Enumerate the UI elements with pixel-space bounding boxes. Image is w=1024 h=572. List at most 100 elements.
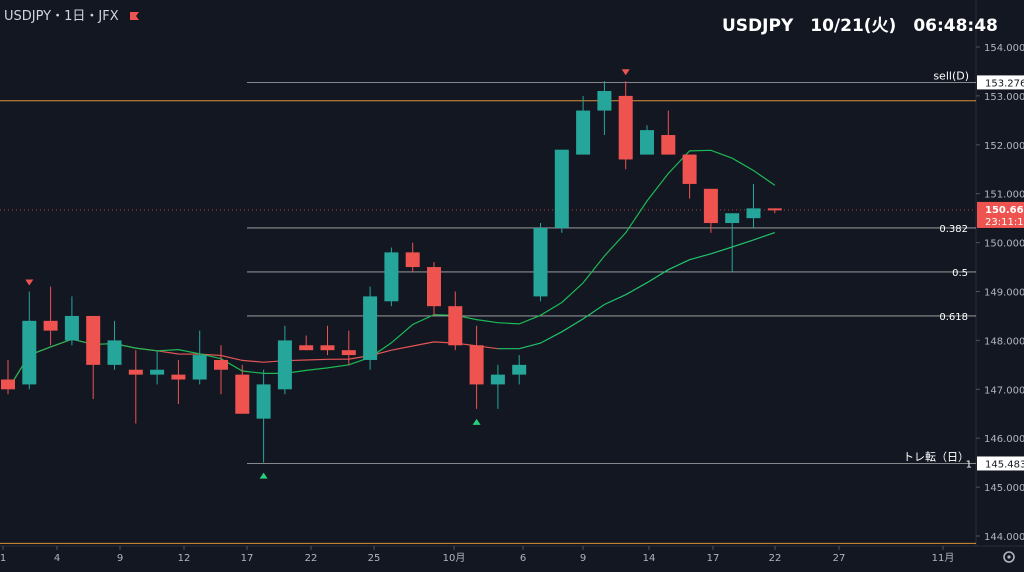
time-tick-label: 6 [520, 553, 526, 564]
candle-body [341, 350, 356, 356]
candle [512, 355, 527, 385]
gear-icon[interactable] [1003, 551, 1015, 563]
candle-body [214, 359, 228, 370]
candle-body [384, 252, 399, 302]
time-tick-label: 12 [178, 553, 191, 564]
time-tick-label: 1 [0, 553, 6, 564]
candle [363, 286, 378, 370]
level-label: トレ転（日） [903, 450, 969, 463]
candle [22, 291, 37, 390]
candle [448, 291, 463, 351]
candle-body [640, 130, 654, 155]
buy-signal-marker [259, 472, 268, 479]
time-tick-label: 9 [580, 553, 586, 564]
candle [171, 359, 186, 404]
candle-body [299, 345, 314, 351]
price-tick-label: 154.000 [984, 43, 1024, 54]
candle-body [703, 188, 718, 224]
candle [427, 262, 441, 316]
candle-body [448, 306, 463, 346]
candle-body [363, 296, 378, 360]
candle-body [277, 340, 292, 390]
time-tick-label: 9 [117, 553, 123, 564]
level-label: 0.618 [939, 312, 968, 323]
candle-body [107, 340, 122, 365]
candle-body [725, 213, 740, 224]
price-tick-label: 149.000 [984, 288, 1024, 299]
candle [107, 320, 122, 370]
level-lines-layer: sell(D) 0.382 0.5 0.618 トレ転（日）1 [0, 69, 976, 544]
candle [128, 350, 143, 424]
current-price-label: 150.668 [985, 205, 1024, 216]
candle [703, 188, 718, 233]
time-axis[interactable]: 1 4 9 12 17 22 25 10月 6 9 14 17 22 27 11月 [0, 546, 954, 564]
candle-body [682, 154, 697, 184]
level-suffix: 1 [966, 459, 972, 470]
price-axis[interactable]: 154.000 153.000 152.000 151.000 150.000 149.0… [976, 43, 1024, 543]
candle [576, 95, 591, 155]
price-tick-label: 148.000 [984, 336, 1024, 347]
ma-slow-line [497, 232, 775, 350]
signal-markers-layer [25, 69, 630, 479]
candle [490, 364, 505, 409]
time-tick-label: 27 [833, 553, 846, 564]
candle-body [576, 110, 591, 155]
level-label: 0.5 [952, 268, 968, 279]
time-tick-label: 11月 [932, 552, 955, 564]
candle-body [661, 135, 676, 155]
current-price-badge [977, 201, 1024, 228]
sell-signal-marker [621, 69, 630, 76]
time-tick-label: 17 [707, 553, 720, 564]
sell-signal-marker [25, 279, 34, 286]
candle-body [171, 374, 186, 380]
time-tick-label: 14 [643, 553, 656, 564]
time-tick-label: 17 [241, 553, 254, 564]
candle [682, 154, 697, 199]
candle-body [767, 208, 782, 211]
price-badge [977, 456, 1024, 471]
candle [64, 296, 79, 346]
candle [299, 335, 314, 351]
ma-fast-line [7, 149, 776, 390]
candle-body [22, 320, 37, 385]
red-flag-icon[interactable] [130, 12, 139, 20]
level-label: sell(D) [933, 69, 969, 82]
price-tick-label: 144.000 [984, 532, 1024, 543]
candle-body [533, 227, 548, 297]
candle-body [150, 369, 165, 375]
candle-body [405, 252, 420, 268]
candle [661, 110, 676, 155]
candle-body [86, 315, 101, 365]
candle-body [490, 374, 505, 385]
candle-body [512, 364, 527, 375]
candle-body [618, 95, 633, 160]
time-tick-label: 4 [54, 553, 60, 564]
candle [767, 208, 782, 214]
price-badge-label: 145.483 [985, 459, 1024, 470]
price-tick-label: 145.000 [984, 483, 1024, 494]
buy-signal-marker [472, 418, 481, 425]
candle [746, 183, 761, 228]
time-tick-label: 22 [305, 553, 318, 564]
candle-body [64, 315, 79, 341]
candle [320, 325, 335, 356]
symbol-title: USDJPY・1日・JFX [4, 9, 119, 24]
time-tick-label: 10月 [443, 552, 466, 564]
candle-body [1, 379, 15, 390]
candle-body [746, 208, 761, 219]
candle [533, 223, 548, 302]
price-tick-label: 146.000 [984, 434, 1024, 445]
price-tick-label: 147.000 [984, 385, 1024, 396]
candle [618, 81, 633, 170]
price-badge-label: 153.276 [985, 78, 1024, 89]
candle [192, 330, 207, 385]
price-tick-label: 153.000 [984, 92, 1024, 103]
candle-body [597, 91, 612, 111]
price-badge [977, 75, 1024, 90]
candle-body [235, 374, 250, 414]
candle [554, 149, 569, 233]
price-tick-label: 151.000 [984, 190, 1024, 201]
